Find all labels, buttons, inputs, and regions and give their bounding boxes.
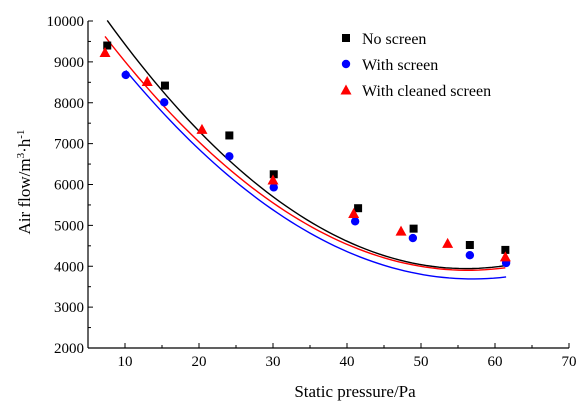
legend-marker <box>341 59 351 69</box>
x-tick-label: 70 <box>562 354 577 370</box>
data-point <box>103 41 112 50</box>
y-tick-label: 3000 <box>54 300 84 316</box>
x-axis-title: Static pressure/Pa <box>294 382 416 401</box>
data-point <box>196 123 208 134</box>
x-tick-label: 50 <box>414 354 429 370</box>
legend-marker <box>342 34 350 42</box>
data-point <box>395 225 407 236</box>
series-2-points <box>121 70 511 268</box>
series-3-points <box>99 46 511 262</box>
x-tick-label: 30 <box>266 354 281 370</box>
y-tick-label: 5000 <box>54 218 84 234</box>
data-point <box>499 251 511 262</box>
y-tick-label: 6000 <box>54 178 84 194</box>
y-tick-label: 8000 <box>54 96 84 112</box>
data-point <box>141 75 153 86</box>
data-point <box>269 183 278 192</box>
data-point <box>225 131 234 140</box>
data-point <box>350 217 360 226</box>
data-point <box>99 46 111 57</box>
data-point <box>354 204 363 213</box>
legend-marker <box>340 84 352 95</box>
series-1-points <box>103 41 510 254</box>
y-tick-label: 9000 <box>54 55 84 71</box>
fit-line-2 <box>125 70 507 280</box>
y-axis-title-sup2: -1 <box>15 130 27 139</box>
data-point <box>225 152 234 161</box>
y-tick-label: 4000 <box>54 259 84 275</box>
y-axis-title-mid: ·h <box>15 138 34 153</box>
data-point <box>409 224 418 233</box>
x-tick-label: 10 <box>118 354 133 370</box>
legend-label: No screen <box>362 31 426 48</box>
legend: No screen With screen With cleaned screen <box>340 31 491 100</box>
fit-line-3 <box>104 36 506 271</box>
data-point <box>408 233 418 243</box>
data-point <box>267 174 279 185</box>
x-tick-label: 20 <box>192 354 207 370</box>
legend-label: With cleaned screen <box>362 83 491 100</box>
y-tick-label: 10000 <box>47 14 85 30</box>
y-axis-title-main: Air flow/m <box>15 158 34 234</box>
x-tick-label: 40 <box>340 354 355 370</box>
y-axis-title-sup1: 3 <box>15 152 27 158</box>
data-point <box>121 70 130 80</box>
data-point <box>269 170 278 179</box>
data-point <box>442 237 454 248</box>
y-tick-label: 7000 <box>54 137 84 153</box>
data-point <box>160 98 169 107</box>
data-point <box>465 251 475 260</box>
legend-label: With screen <box>362 57 438 74</box>
data-point <box>348 208 360 219</box>
y-tick-label: 2000 <box>54 341 84 357</box>
fit-line-1 <box>106 20 506 270</box>
x-tick-label: 60 <box>488 354 503 370</box>
fit-lines <box>104 20 507 280</box>
axes: 10 20 30 40 50 60 70 2000 3000 4000 5000 6000 7000 80… <box>47 14 577 370</box>
data-point <box>501 245 510 254</box>
data-point <box>465 240 474 249</box>
data-points <box>99 41 511 268</box>
y-axis-title: Air flow/m3·h-1 <box>15 130 34 235</box>
data-point <box>160 81 169 90</box>
